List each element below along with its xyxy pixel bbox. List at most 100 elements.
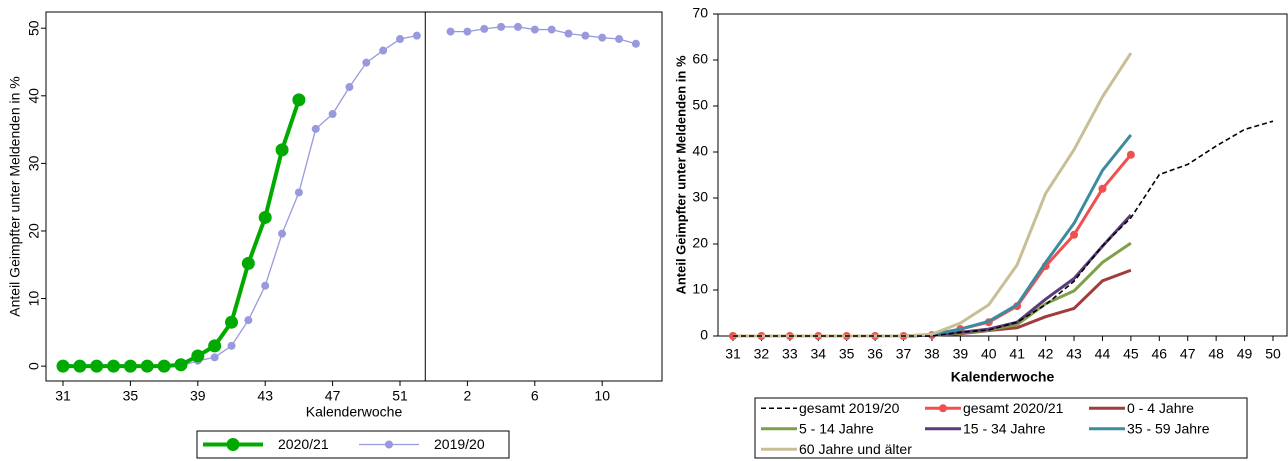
- legend-marker: [226, 438, 240, 451]
- data-point: [275, 143, 289, 157]
- data-point: [480, 24, 489, 33]
- x-tick-label: 46: [1152, 346, 1168, 362]
- series-line: [63, 99, 301, 369]
- data-point: [1126, 150, 1135, 159]
- data-point: [244, 316, 253, 325]
- x-tick-label: 41: [1009, 346, 1025, 362]
- series-line: [733, 120, 1274, 337]
- y-tick-label: 30: [692, 189, 708, 205]
- data-point: [227, 341, 236, 350]
- x-tick-label: 42: [1038, 346, 1054, 362]
- x-tick-label: 47: [1180, 346, 1196, 362]
- data-point: [292, 93, 306, 107]
- x-tick-label: 34: [810, 346, 826, 362]
- x-tick-label: 48: [1208, 346, 1224, 362]
- data-point: [530, 25, 539, 34]
- data-point: [328, 110, 337, 119]
- x-tick-label: 31: [725, 346, 741, 362]
- data-point: [123, 359, 137, 373]
- y-tick-label: 10: [26, 291, 42, 307]
- series-line: [733, 241, 1132, 338]
- data-point: [241, 256, 255, 270]
- legend-label: 5 - 14 Jahre: [799, 420, 874, 436]
- data-point: [191, 349, 205, 363]
- y-tick-label: 60: [692, 51, 708, 67]
- data-point: [345, 83, 354, 92]
- legend-label: 2020/21: [278, 436, 329, 452]
- data-point: [379, 46, 388, 55]
- x-tick-label: 35: [839, 346, 855, 362]
- legend-marker: [939, 404, 947, 413]
- data-point: [208, 339, 222, 353]
- data-point: [1098, 184, 1107, 193]
- data-point: [210, 353, 219, 362]
- x-tick-label: 40: [981, 346, 997, 362]
- x-tick-label: 35: [123, 388, 139, 404]
- x-axis-label: Kalenderwoche: [306, 404, 403, 420]
- data-point: [107, 359, 121, 373]
- data-point: [261, 281, 270, 290]
- y-tick-label: 40: [692, 143, 708, 159]
- data-point: [564, 29, 573, 38]
- legend-box: [754, 397, 1248, 459]
- y-tick-label: 0: [700, 327, 708, 343]
- series-line: [63, 26, 637, 367]
- x-tick-label: 36: [867, 346, 883, 362]
- data-point: [513, 22, 522, 31]
- y-tick-label: 30: [26, 155, 42, 171]
- data-point: [73, 359, 87, 373]
- y-tick-label: 20: [26, 223, 42, 239]
- legend-label: 15 - 34 Jahre: [963, 420, 1046, 436]
- data-point: [140, 359, 154, 373]
- y-axis-label: Anteil Geimpfter unter Meldenden in %: [7, 76, 23, 316]
- x-tick-label: 39: [953, 346, 969, 362]
- x-axis-label: Kalenderwoche: [951, 369, 1055, 385]
- legend-label: 2019/20: [434, 436, 485, 452]
- x-tick-label: 38: [924, 346, 940, 362]
- data-point: [174, 358, 188, 372]
- data-point: [615, 35, 624, 44]
- y-axis-label: Anteil Geimpfter unter Meldenden in %: [673, 55, 688, 295]
- data-point: [157, 359, 171, 373]
- y-tick-label: 20: [692, 235, 708, 251]
- data-point: [90, 359, 104, 373]
- x-tick-label: 32: [754, 346, 770, 362]
- x-tick-label: 51: [392, 388, 408, 404]
- x-tick-label: 47: [325, 388, 341, 404]
- data-point: [446, 27, 455, 36]
- data-point: [396, 35, 404, 44]
- data-point: [631, 39, 640, 48]
- data-point: [1070, 230, 1079, 239]
- x-tick-label: 10: [594, 388, 610, 404]
- legend-label: 35 - 59 Jahre: [1127, 420, 1210, 436]
- plot-frame: [45, 11, 663, 382]
- y-tick-label: 10: [692, 281, 708, 297]
- data-point: [294, 188, 303, 197]
- legend-label: 0 - 4 Jahre: [1127, 400, 1194, 416]
- y-tick-label: 50: [26, 20, 42, 36]
- y-tick-label: 70: [692, 5, 708, 21]
- x-tick-label: 45: [1123, 346, 1139, 362]
- data-point: [547, 25, 556, 34]
- x-tick-label: 43: [1066, 346, 1082, 362]
- x-tick-label: 31: [55, 388, 71, 404]
- x-tick-label: 33: [782, 346, 798, 362]
- y-tick-label: 0: [26, 362, 42, 370]
- legend-label: 60 Jahre und älter: [799, 441, 912, 457]
- x-tick-label: 50: [1265, 346, 1281, 362]
- y-tick-label: 50: [692, 97, 708, 113]
- x-tick-label: 2: [464, 388, 472, 404]
- x-tick-label: 49: [1237, 346, 1253, 362]
- data-point: [581, 31, 590, 40]
- data-point: [598, 33, 607, 42]
- x-tick-label: 39: [190, 388, 206, 404]
- legend-label: gesamt 2020/21: [963, 400, 1064, 416]
- x-tick-label: 6: [531, 388, 539, 404]
- legend-marker: [385, 440, 393, 449]
- data-point: [412, 31, 421, 40]
- plot-frame: [717, 13, 1288, 337]
- data-point: [311, 124, 320, 133]
- x-tick-label: 43: [257, 388, 273, 404]
